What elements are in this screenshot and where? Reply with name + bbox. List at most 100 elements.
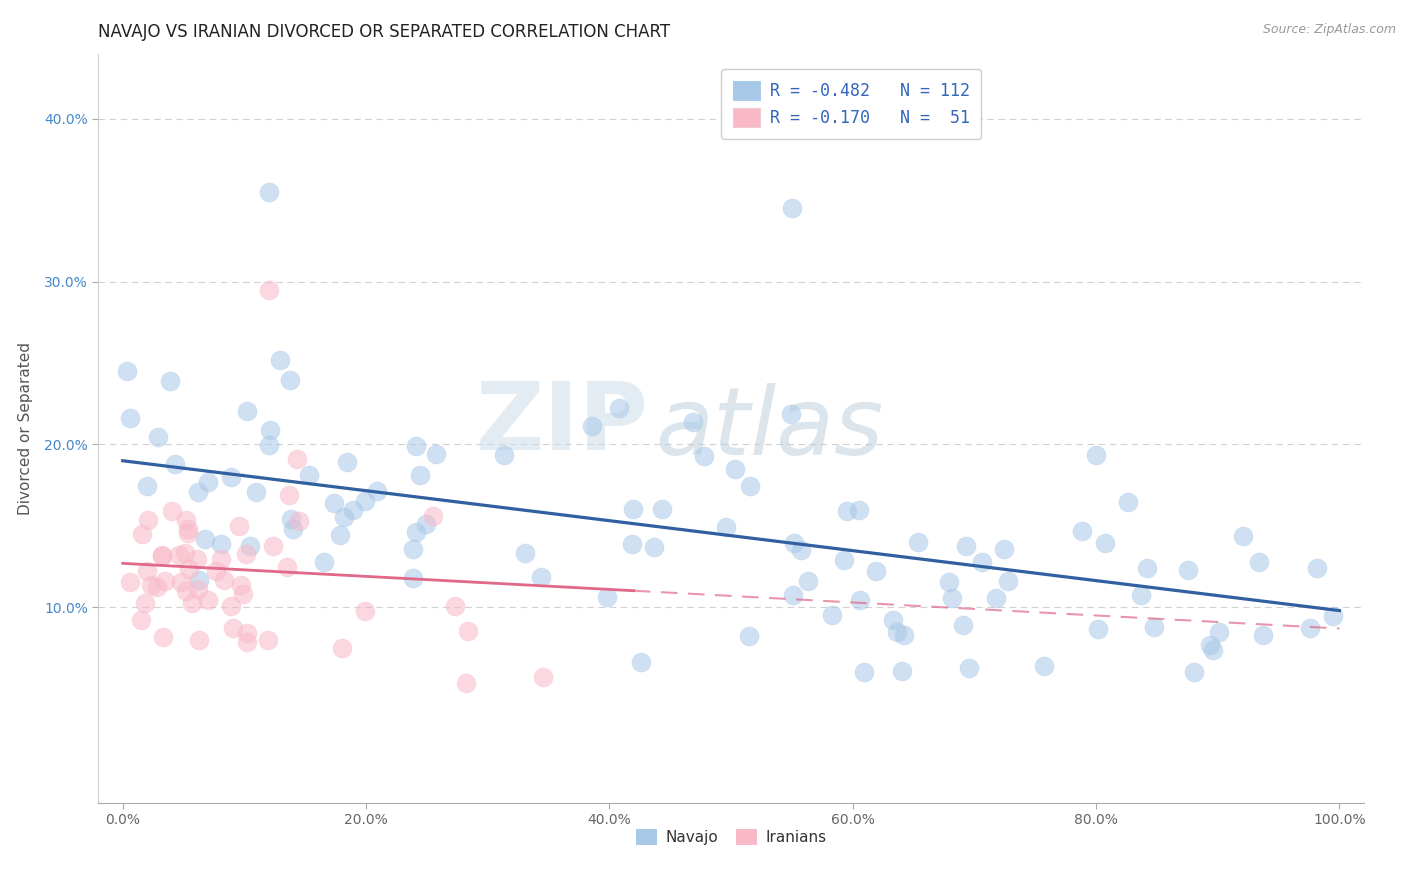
Point [835,504,858,518]
Point [454,676,477,690]
Point [533,670,555,684]
Point [366,484,388,499]
Point [257,185,280,199]
Point [146,581,169,595]
Point [330,641,353,656]
Point [214,573,236,587]
Point [236,404,259,418]
Point [993,542,1015,557]
Point [222,621,245,635]
Point [457,624,479,638]
Point [205,564,228,578]
Point [1182,665,1205,680]
Point [231,578,253,592]
Point [682,415,704,429]
Point [245,484,267,499]
Point [152,631,174,645]
Point [821,608,844,623]
Point [312,555,335,569]
Point [219,469,242,483]
Point [790,542,813,557]
Point [783,535,806,549]
Point [651,502,673,516]
Point [353,494,375,508]
Point [135,564,157,578]
Point [167,548,190,562]
Point [134,596,156,610]
Point [779,407,801,421]
Point [581,418,603,433]
Point [269,352,291,367]
Point [118,574,141,589]
Point [1232,529,1254,543]
Point [714,519,737,533]
Point [170,575,193,590]
Point [780,201,803,215]
Point [342,503,364,517]
Point [957,661,980,675]
Point [236,635,259,649]
Point [443,599,465,614]
Point [332,509,354,524]
Point [280,512,302,526]
Point [236,626,259,640]
Point [177,526,200,541]
Point [287,451,309,466]
Point [796,574,818,588]
Point [621,502,644,516]
Point [187,573,209,587]
Legend: Navajo, Iranians: Navajo, Iranians [630,823,832,851]
Point [494,448,516,462]
Point [952,618,974,632]
Point [1116,495,1139,509]
Point [354,604,377,618]
Point [893,628,915,642]
Point [277,488,299,502]
Point [596,590,619,604]
Point [197,593,219,607]
Point [120,411,142,425]
Point [239,539,262,553]
Point [323,496,346,510]
Point [153,574,176,588]
Point [232,587,254,601]
Point [984,591,1007,605]
Point [401,541,423,556]
Point [235,548,257,562]
Point [141,577,163,591]
Point [135,479,157,493]
Point [972,555,994,569]
Point [408,468,430,483]
Point [782,588,804,602]
Point [405,439,427,453]
Point [1070,524,1092,539]
Point [865,565,887,579]
Point [530,570,553,584]
Point [283,522,305,536]
Point [177,522,200,536]
Point [1136,561,1159,575]
Y-axis label: Divorced or Separated: Divorced or Separated [18,342,32,515]
Point [187,582,209,597]
Point [159,374,181,388]
Point [1299,622,1322,636]
Point [1208,625,1230,640]
Point [174,514,197,528]
Point [1322,609,1344,624]
Point [907,535,929,549]
Point [129,613,152,627]
Point [402,571,425,585]
Point [1130,588,1153,602]
Point [1251,628,1274,642]
Point [257,632,280,647]
Point [197,475,219,490]
Point [329,528,352,542]
Point [177,562,200,576]
Point [630,655,652,669]
Point [938,574,960,589]
Point [832,553,855,567]
Text: atlas: atlas [655,383,883,474]
Point [209,537,232,551]
Point [228,518,250,533]
Point [165,458,187,472]
